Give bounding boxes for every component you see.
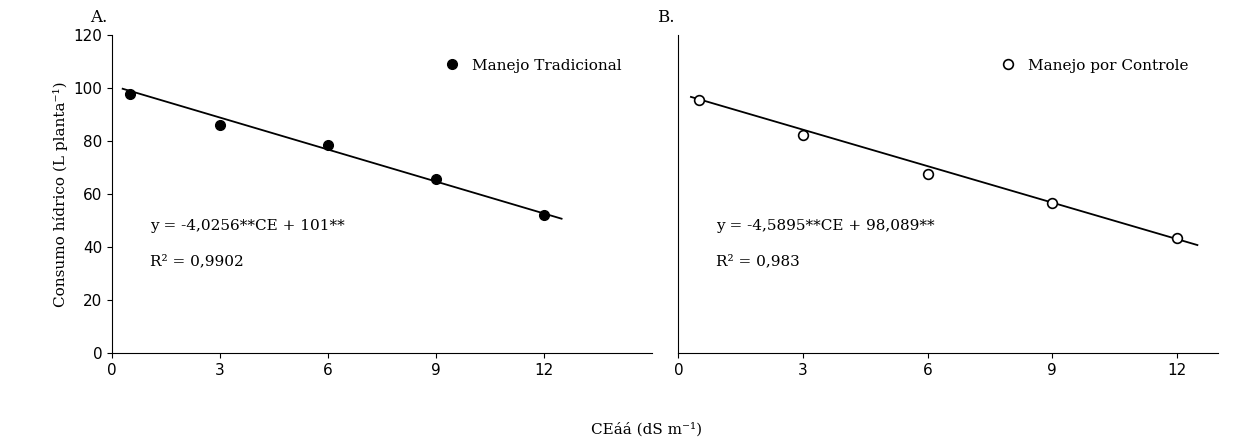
Text: y = -4,5895**CE + 98,089**: y = -4,5895**CE + 98,089** [716, 220, 935, 233]
Text: y = -4,0256**CE + 101**: y = -4,0256**CE + 101** [149, 220, 344, 233]
Text: CEáá (dS m⁻¹): CEáá (dS m⁻¹) [590, 422, 702, 437]
Legend: Manejo por Controle: Manejo por Controle [987, 52, 1195, 78]
Text: A.: A. [91, 9, 108, 26]
Text: R² = 0,9902: R² = 0,9902 [149, 254, 244, 269]
Y-axis label: Consumo hídrico (L planta⁻¹): Consumo hídrico (L planta⁻¹) [52, 81, 67, 307]
Text: R² = 0,983: R² = 0,983 [716, 254, 800, 269]
Text: B.: B. [656, 9, 675, 26]
Legend: Manejo Tradicional: Manejo Tradicional [431, 52, 628, 78]
